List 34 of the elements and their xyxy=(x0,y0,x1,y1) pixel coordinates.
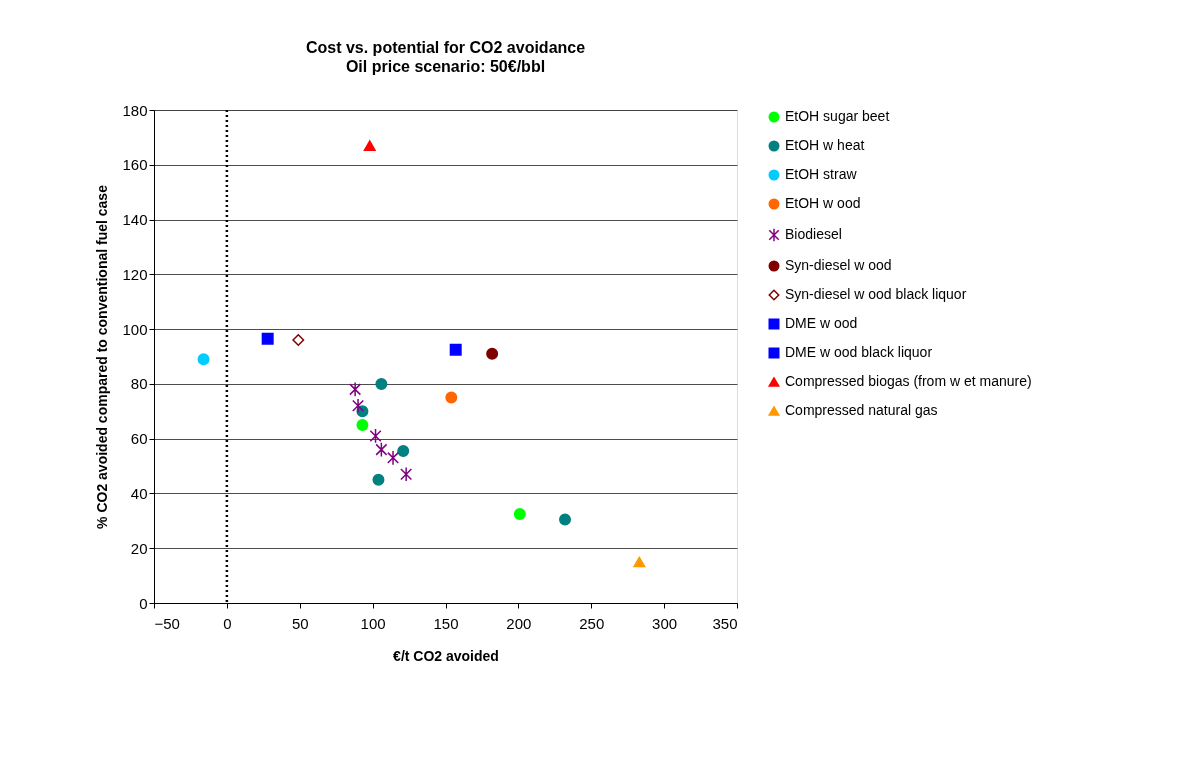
legend-label: Compressed biogas (from w et manure) xyxy=(785,373,1032,389)
legend-label: Syn-diesel w ood xyxy=(785,257,892,273)
y-tick-label: 140 xyxy=(122,211,148,229)
y-tick-label: 100 xyxy=(122,320,148,338)
chart-title: Cost vs. potential for CO2 avoidance xyxy=(305,39,586,56)
x-tick-label: 150 xyxy=(433,614,459,632)
legend-label: EtOH sugar beet xyxy=(785,108,890,124)
y-axis-title: % CO2 avoided compared to conventional fuel case xyxy=(94,184,111,529)
y-tick-label: 20 xyxy=(130,539,148,557)
legend-label: EtOH w ood xyxy=(785,195,861,211)
x-axis-title: €/t CO2 avoided xyxy=(393,647,499,664)
y-tick-label: 0 xyxy=(139,594,148,612)
legend-label: Biodiesel xyxy=(785,226,842,242)
x-tick-label: 50 xyxy=(291,614,309,632)
legend-label: EtOH w heat xyxy=(785,137,865,153)
y-tick-label: 120 xyxy=(122,265,148,283)
legend-label: DME w ood xyxy=(785,315,858,331)
y-tick-label: 40 xyxy=(130,484,148,502)
y-tick-label: 60 xyxy=(130,430,148,448)
x-tick-label: 100 xyxy=(360,614,386,632)
chart-subtitle: Oil price scenario: 50€/bbl xyxy=(345,58,546,75)
x-tick-label: 350 xyxy=(712,614,738,632)
x-tick-label: 250 xyxy=(579,614,605,632)
x-tick-label: 0 xyxy=(223,614,232,632)
legend-label: EtOH straw xyxy=(785,166,858,182)
y-tick-label: 180 xyxy=(122,101,148,119)
y-tick-label: 160 xyxy=(122,156,148,174)
x-tick-label: −50 xyxy=(154,614,180,632)
y-tick-label: 80 xyxy=(130,375,148,393)
legend-label: Compressed natural gas xyxy=(785,402,938,418)
legend-label: Syn-diesel w ood black liquor xyxy=(785,286,967,302)
x-tick-label: 300 xyxy=(652,614,678,632)
x-tick-label: 200 xyxy=(506,614,532,632)
legend-label: DME w ood black liquor xyxy=(785,344,933,360)
